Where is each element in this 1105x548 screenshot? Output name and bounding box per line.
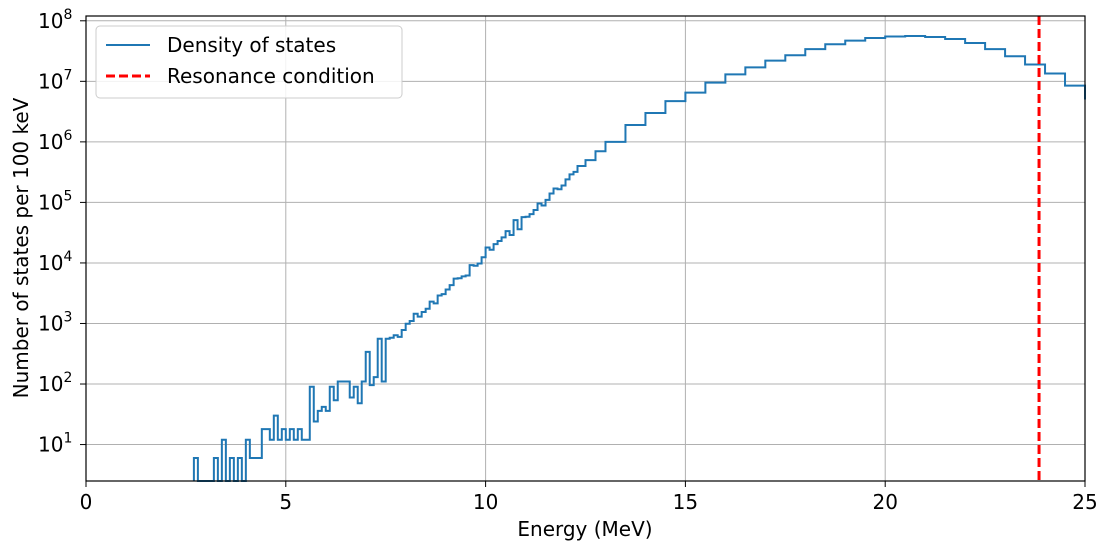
- legend-box: [95, 25, 403, 99]
- legend-density-label: Density of states: [167, 33, 336, 57]
- legend-resonance-label: Resonance condition: [167, 64, 375, 88]
- y-axis-ticks: 101 102 103 104 105 106 107 108: [38, 7, 86, 457]
- x-tick-label: 15: [673, 490, 698, 514]
- y-tick-label: 105: [38, 188, 72, 214]
- x-tick-label: 10: [473, 490, 498, 514]
- x-tick-label: 20: [872, 490, 897, 514]
- y-tick-label: 101: [38, 431, 72, 457]
- density-of-states-line: [192, 35, 1086, 482]
- x-axis-label: Energy (MeV): [517, 517, 652, 541]
- x-tick-label: 25: [1072, 490, 1097, 514]
- x-axis-ticks: 0 5 10 15 20 25: [80, 481, 1098, 514]
- y-tick-label: 107: [38, 67, 72, 93]
- y-axis-label: Number of states per 100 keV: [9, 97, 33, 398]
- y-tick-label: 108: [38, 7, 72, 33]
- x-tick-label: 0: [80, 490, 93, 514]
- series-group: [192, 16, 1086, 482]
- y-tick-label: 104: [38, 249, 72, 275]
- y-tick-label: 103: [38, 309, 72, 335]
- plot-frame: [85, 15, 1086, 482]
- y-tick-label: 102: [38, 370, 72, 396]
- y-tick-label: 106: [38, 128, 72, 154]
- x-tick-label: 5: [279, 490, 292, 514]
- grid: [85, 16, 1086, 481]
- legend: Density of states Resonance condition: [95, 25, 403, 99]
